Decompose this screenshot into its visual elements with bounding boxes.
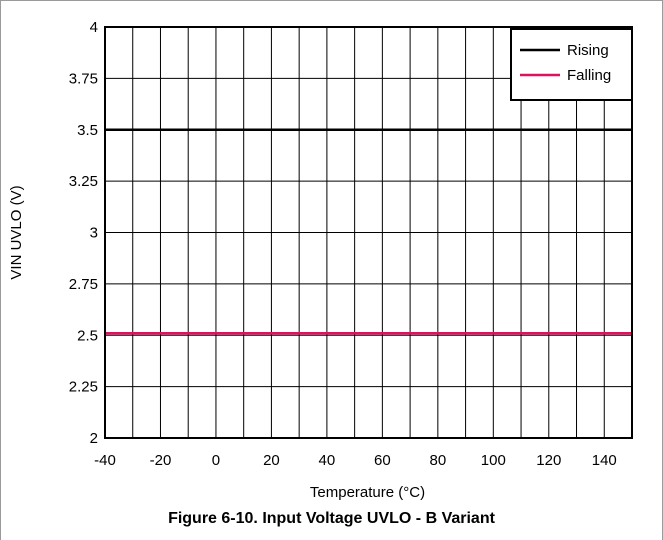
figure-caption: Figure 6-10. Input Voltage UVLO - B Vari…: [168, 510, 495, 527]
y-axis-label: VIN UVLO (V): [8, 185, 25, 279]
y-tick-label: 3.5: [77, 122, 98, 139]
chart-series: [105, 128, 632, 335]
legend-label-falling: Falling: [567, 67, 611, 84]
x-tick-label: -40: [94, 452, 116, 469]
x-tick-label: 140: [592, 452, 617, 469]
y-tick-label: 4: [90, 19, 98, 36]
y-tick-label: 3.75: [69, 70, 98, 87]
y-tick-label: 2.75: [69, 276, 98, 293]
legend-label-rising: Rising: [567, 42, 609, 59]
y-tick-label: 3: [90, 225, 98, 242]
x-axis-tick-labels: -40 -20 0 20 40 60 80 100 120 140: [94, 452, 617, 469]
y-tick-label: 3.25: [69, 173, 98, 190]
x-tick-label: 60: [374, 452, 391, 469]
y-tick-label: 2.25: [69, 379, 98, 396]
x-tick-label: 0: [212, 452, 220, 469]
legend-box: [510, 28, 633, 101]
uvlo-chart: -40 -20 0 20 40 60 80 100 120 140 2 2.25 2.5 2.75 3 3.…: [8, 19, 633, 501]
plot-area-border: [104, 26, 633, 439]
y-axis-tick-labels: 2 2.25 2.5 2.75 3 3.25 3.5 3.75 4: [69, 19, 98, 447]
x-tick-label: 100: [481, 452, 506, 469]
x-tick-label: 20: [263, 452, 280, 469]
y-tick-label: 2.5: [77, 327, 98, 344]
legend: Rising Falling: [510, 28, 633, 101]
x-tick-label: -20: [150, 452, 172, 469]
x-tick-label: 40: [319, 452, 336, 469]
x-tick-label: 120: [536, 452, 561, 469]
x-tick-label: 80: [429, 452, 446, 469]
x-axis-label: Temperature (°C): [310, 484, 425, 501]
y-tick-label: 2: [90, 430, 98, 447]
